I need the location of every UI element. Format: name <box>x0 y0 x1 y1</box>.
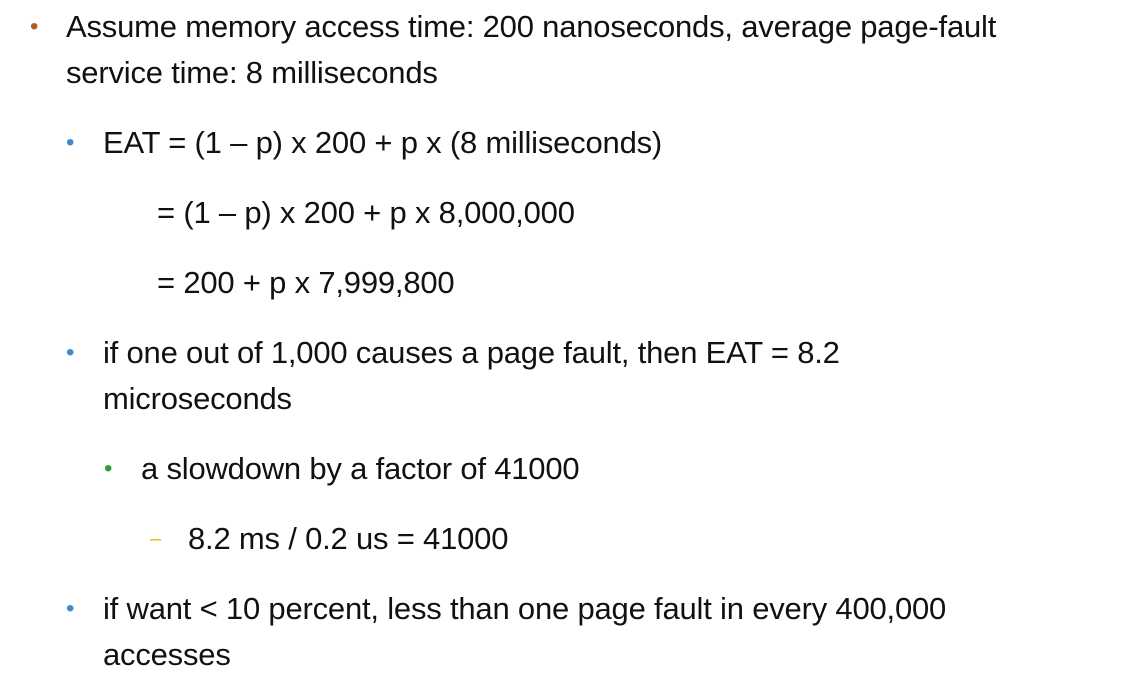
slowdown-calculation-line: 8.2 ms / 0.2 us = 41000 <box>188 521 509 556</box>
assumption-line-1: Assume memory access time: 200 nanosecon… <box>66 9 997 44</box>
eat-formula-step-2: = (1 – p) x 200 + p x 8,000,000 <box>157 195 575 230</box>
bullet-dash-icon: – <box>150 528 162 550</box>
page-fault-example-line-2: microseconds <box>103 381 292 416</box>
eat-formula-step-3: = 200 + p x 7,999,800 <box>157 265 455 300</box>
bullet-dot-icon: • <box>66 339 75 366</box>
bullet-dot-icon: • <box>104 455 113 482</box>
bullet-dot-icon: • <box>30 13 39 40</box>
assumption-line-2: service time: 8 milliseconds <box>66 55 438 90</box>
eat-formula-line: EAT = (1 – p) x 200 + p x (8 millisecond… <box>103 125 663 160</box>
slowdown-line: a slowdown by a factor of 41000 <box>141 451 580 486</box>
bullet-dot-icon: • <box>66 129 75 156</box>
target-line-2: accesses <box>103 637 231 672</box>
target-line-1: if want < 10 percent, less than one page… <box>103 591 947 626</box>
bullet-dot-icon: • <box>66 595 75 622</box>
page-fault-example-line-1: if one out of 1,000 causes a page fault,… <box>103 335 840 370</box>
